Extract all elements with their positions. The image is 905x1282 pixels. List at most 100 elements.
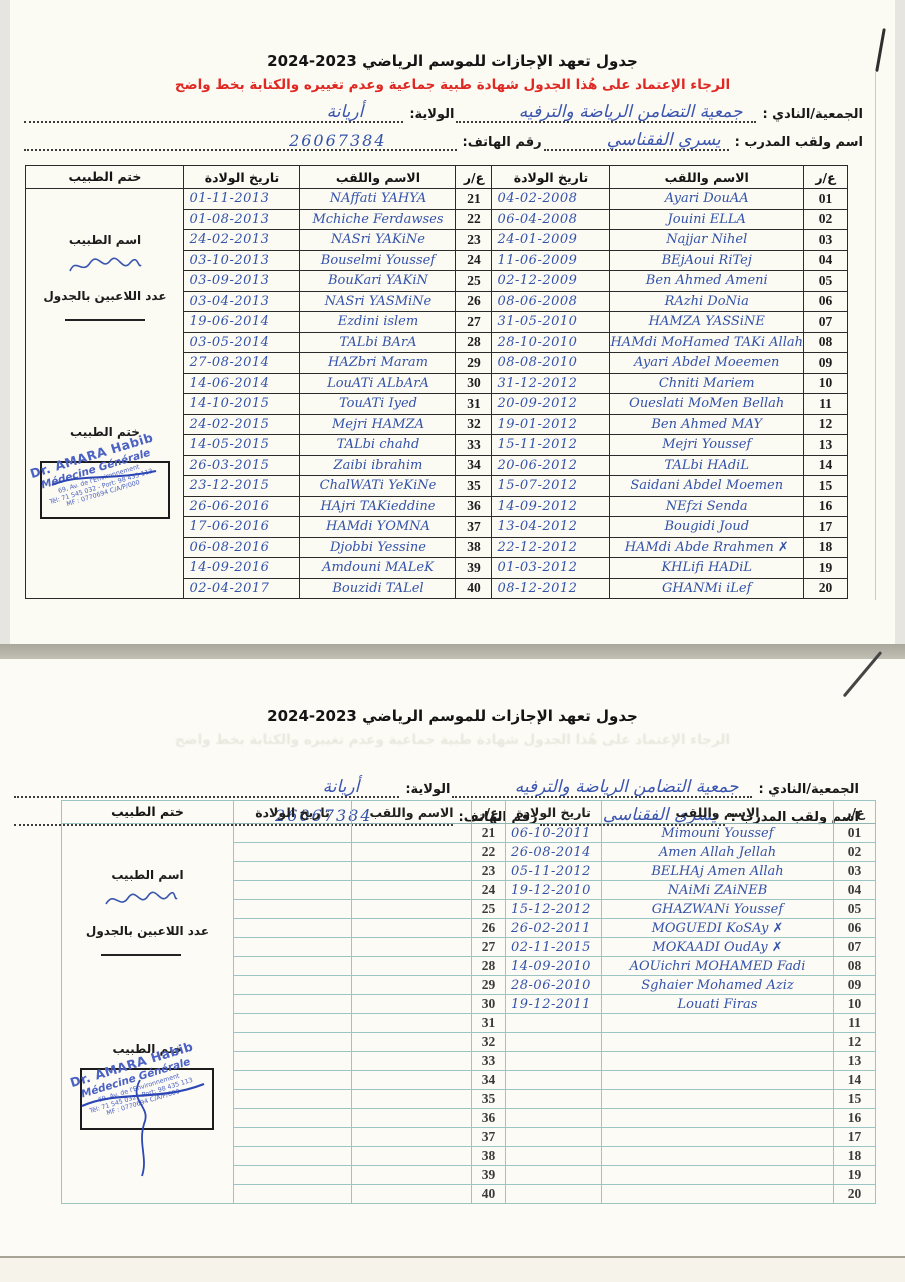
player-name-handwritten: NAffati YAHYA bbox=[299, 188, 457, 210]
birth-date-handwritten bbox=[233, 823, 352, 843]
roster-row: 14 TALbi HAdiL 20-06-2012 34 Zaibi ibrahim 26… bbox=[183, 454, 848, 476]
red-notice-bleedthrough: الرجاء الإعتماد على هُذا الجدول شهادة طب… bbox=[174, 732, 731, 748]
player-name-handwritten: GHAZWANi Youssef bbox=[601, 899, 834, 919]
birth-date-handwritten bbox=[505, 1089, 602, 1109]
player-name-handwritten: HAMdi Abde Rrahmen ✗ bbox=[609, 536, 804, 558]
roster-body: 01 Ayari DouAA 04-02-2008 21 NAffati YAHYA 01… bbox=[183, 188, 848, 599]
form-header: الجمعية/النادي : جمعية التضامن الرياضة و… bbox=[10, 99, 895, 151]
coach-dotted-line: يسري الفقناسي bbox=[543, 129, 729, 151]
birth-date-handwritten: 14-09-2012 bbox=[491, 495, 611, 517]
birth-date-handwritten bbox=[505, 1013, 602, 1033]
roster-row: 08 HAMdi MoHamed TAKi Allah 28-10-2010 28 TA… bbox=[183, 331, 848, 353]
roster-row: 18 38 bbox=[233, 1146, 876, 1166]
roster-table-wrap: ع/ر الاسم واللقب تاريخ الولادة ع/ر الاسم… bbox=[25, 165, 848, 599]
row-number: 05 bbox=[833, 899, 876, 919]
player-name-handwritten: Saidani Abdel Moemen bbox=[609, 475, 804, 497]
roster-header-row-2: ع/ر الاسم واللقب تاريخ الولادة ع/ر الاسم… bbox=[233, 800, 876, 824]
col-header-birth-left: تاريخ الولادة bbox=[183, 165, 301, 189]
birth-date-handwritten bbox=[233, 1032, 352, 1052]
birth-date-handwritten: 03-05-2014 bbox=[183, 331, 301, 353]
row-number: 09 bbox=[803, 352, 848, 374]
player-name-handwritten: Amdouni MALeK bbox=[299, 557, 457, 579]
birth-date-handwritten: 19-12-2011 bbox=[505, 994, 602, 1014]
row-number: 32 bbox=[455, 413, 493, 435]
doctor-signature bbox=[69, 257, 143, 272]
row-number: 24 bbox=[455, 249, 493, 271]
roster-row: 10 Chniti Mariem 31-12-2012 30 LouATi ALbArA… bbox=[183, 372, 848, 394]
row-number: 08 bbox=[833, 956, 876, 976]
phone-value-handwritten: 26067384 bbox=[289, 131, 387, 150]
col-header-name-right-2: الاسم واللقب bbox=[601, 800, 834, 824]
player-name-handwritten: GHANMi iLef bbox=[609, 577, 804, 599]
player-name-handwritten: Louati Firas bbox=[601, 994, 834, 1014]
col-header-stamp: ختم الطبيب bbox=[26, 166, 184, 189]
state-value-handwritten: أريانة bbox=[326, 102, 364, 122]
player-name-handwritten: Oueslati MoMen Bellah bbox=[609, 393, 804, 415]
player-name-handwritten: Sghaier Mohamed Aziz bbox=[601, 975, 834, 995]
row-number: 02 bbox=[803, 208, 848, 230]
row-number: 29 bbox=[471, 975, 506, 995]
row-number: 06 bbox=[803, 290, 848, 312]
row-number: 37 bbox=[471, 1127, 506, 1147]
state-label-2: الولاية: bbox=[405, 782, 451, 797]
doctor-signature-2 bbox=[105, 891, 178, 905]
birth-date-handwritten bbox=[233, 956, 352, 976]
row-number: 13 bbox=[833, 1051, 876, 1071]
player-name-handwritten: ChalWATi YeKiNe bbox=[299, 475, 457, 497]
roster-table: ع/ر الاسم واللقب تاريخ الولادة ع/ر الاسم… bbox=[183, 165, 848, 599]
roster-row: 04 NAiMi ZAiNEB 19-12-2010 24 bbox=[233, 880, 876, 900]
roster-row: 09 Sghaier Mohamed Aziz 28-06-2010 29 bbox=[233, 975, 876, 995]
roster-row: 10 Louati Firas 19-12-2011 30 bbox=[233, 994, 876, 1014]
birth-date-handwritten: 15-07-2012 bbox=[491, 475, 611, 497]
row-number: 11 bbox=[833, 1013, 876, 1033]
player-name-handwritten bbox=[351, 1127, 472, 1147]
player-name-handwritten: Ben Ahmed Ameni bbox=[609, 270, 804, 292]
row-number: 04 bbox=[803, 249, 848, 271]
page-title: جدول تعهد الإجازات للموسم الرياضي 2023-2… bbox=[267, 52, 638, 70]
player-name-handwritten: HAMZA YASSiNE bbox=[609, 311, 804, 333]
birth-date-handwritten bbox=[233, 861, 352, 881]
roster-table-2: ع/ر الاسم واللقب تاريخ الولادة ع/ر الاسم… bbox=[233, 800, 876, 1204]
row-number: 25 bbox=[471, 899, 506, 919]
player-name-handwritten bbox=[351, 880, 472, 900]
doctor-name-label-2: اسم الطبيب bbox=[111, 868, 184, 882]
row-number: 06 bbox=[833, 918, 876, 938]
state-label: الولاية: bbox=[409, 107, 455, 122]
player-name-handwritten: Mchiche Ferdawses bbox=[299, 208, 457, 230]
coach-value-handwritten: يسري الفقناسي bbox=[606, 130, 721, 150]
player-name-handwritten: Ayari Abdel Moeemen bbox=[609, 352, 804, 374]
doctor-stamp-column-2: ختم الطبيب اسم الطبيب عدد اللاعبين بالجد… bbox=[61, 800, 233, 1204]
birth-date-handwritten bbox=[233, 1070, 352, 1090]
row-number: 22 bbox=[455, 208, 493, 230]
birth-date-handwritten bbox=[233, 1165, 352, 1185]
player-name-handwritten: TALbi HAdiL bbox=[609, 454, 804, 476]
birth-date-handwritten: 19-06-2014 bbox=[183, 311, 301, 333]
row-number: 27 bbox=[455, 311, 493, 333]
birth-date-handwritten: 08-08-2010 bbox=[491, 352, 611, 374]
birth-date-handwritten bbox=[233, 975, 352, 995]
scanned-page-2: جدول تعهد الإجازات للموسم الرياضي 2023-2… bbox=[0, 651, 905, 1256]
player-name-handwritten bbox=[351, 842, 472, 862]
birth-date-handwritten: 02-04-2017 bbox=[183, 577, 301, 599]
player-name-handwritten: Jouini ELLA bbox=[609, 208, 804, 230]
player-name-handwritten: MOGUEDI KoSAy ✗ bbox=[601, 918, 834, 938]
row-number: 18 bbox=[833, 1146, 876, 1166]
players-count-line-2 bbox=[101, 954, 181, 956]
roster-row: 16 36 bbox=[233, 1108, 876, 1128]
col-header-birth-left-2: تاريخ الولادة bbox=[233, 800, 352, 824]
club-label-2: الجمعية/النادي : bbox=[758, 782, 859, 797]
row-number: 37 bbox=[455, 516, 493, 538]
player-name-handwritten bbox=[351, 1089, 472, 1109]
col-header-birth-right-2: تاريخ الولادة bbox=[505, 800, 602, 824]
row-number: 01 bbox=[803, 188, 848, 210]
coach-label: اسم ولقب المدرب : bbox=[734, 135, 863, 150]
birth-date-handwritten bbox=[233, 918, 352, 938]
player-name-handwritten bbox=[601, 1108, 834, 1128]
roster-row: 07 HAMZA YASSiNE 31-05-2010 27 Ezdini islem 1… bbox=[183, 311, 848, 333]
stamp-signature bbox=[52, 470, 157, 486]
birth-date-handwritten: 20-09-2012 bbox=[491, 393, 611, 415]
roster-row: 13 33 bbox=[233, 1051, 876, 1071]
doctor-stamp-label-2: ختم الطبيب bbox=[112, 1042, 183, 1056]
player-name-handwritten bbox=[351, 899, 472, 919]
players-count-label-2: عدد اللاعبين بالجدول bbox=[85, 924, 210, 938]
